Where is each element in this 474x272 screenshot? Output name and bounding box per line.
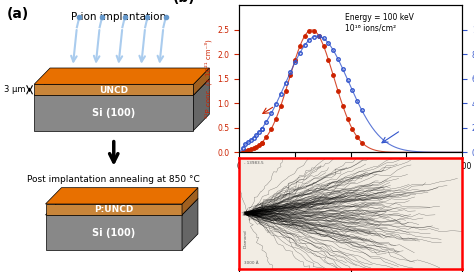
Polygon shape [34,95,193,131]
Text: UNCD: UNCD [99,85,128,95]
Polygon shape [34,68,210,84]
Polygon shape [46,199,198,215]
Text: (a): (a) [7,7,29,21]
Polygon shape [193,68,210,95]
Polygon shape [46,215,182,250]
Polygon shape [34,79,210,95]
Polygon shape [182,199,198,250]
Polygon shape [193,79,210,131]
Text: P ion implantation: P ion implantation [71,12,166,22]
Text: Post implantation annealing at 850 °C: Post implantation annealing at 850 °C [27,175,200,184]
Polygon shape [182,188,198,215]
Text: Si (100): Si (100) [92,108,136,118]
Polygon shape [34,84,193,95]
Text: Diamond: Diamond [244,229,248,248]
Y-axis label: ³¹P conc. (x 10²¹ cm⁻³): ³¹P conc. (x 10²¹ cm⁻³) [204,39,212,118]
Text: 3 μm: 3 μm [3,85,25,94]
Text: - 13983.5: - 13983.5 [244,161,264,165]
Polygon shape [46,204,182,215]
Text: (b): (b) [173,0,195,5]
Text: P:UNCD: P:UNCD [94,205,134,214]
Text: Energy = 100 keV
10¹⁶ ions/cm²: Energy = 100 keV 10¹⁶ ions/cm² [345,13,414,32]
Text: Si (100): Si (100) [92,228,136,237]
Polygon shape [46,188,198,204]
Text: 3000 Å: 3000 Å [244,261,258,265]
X-axis label: Target Depth (Å): Target Depth (Å) [313,177,388,187]
